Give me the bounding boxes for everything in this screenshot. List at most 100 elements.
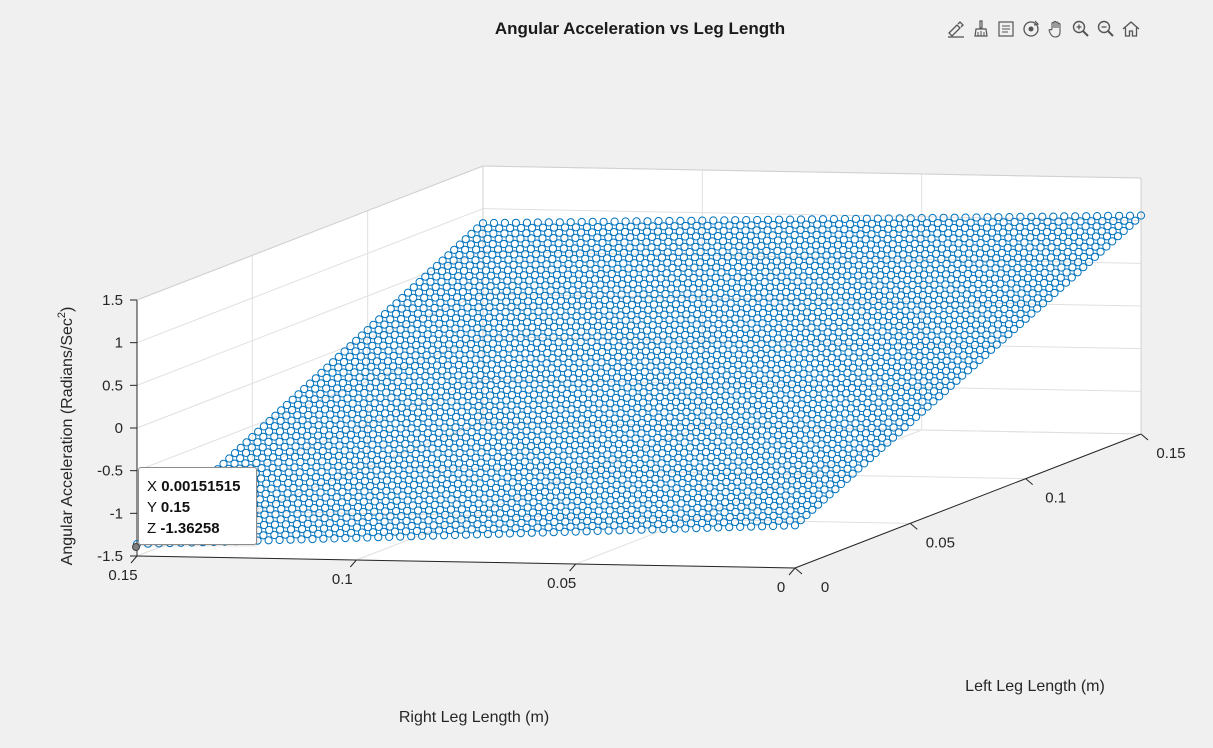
data-point — [690, 361, 699, 370]
data-point — [371, 378, 380, 387]
data-point — [785, 420, 794, 429]
data-point — [1056, 273, 1065, 282]
data-point — [323, 363, 332, 372]
scatter-points[interactable] — [132, 211, 1146, 549]
data-point — [674, 453, 683, 462]
data-point — [1113, 232, 1123, 241]
data-point — [775, 215, 784, 224]
data-point — [955, 315, 965, 324]
data-point — [407, 521, 416, 531]
data-point — [408, 314, 417, 323]
data-point — [643, 520, 652, 529]
zoom-in-button[interactable] — [1069, 17, 1092, 41]
data-point — [967, 305, 976, 314]
data-point — [419, 314, 428, 323]
data-point — [589, 394, 599, 403]
data-point — [391, 309, 400, 318]
data-point — [333, 472, 342, 481]
data-point — [637, 429, 646, 438]
data-point — [746, 231, 755, 240]
data-point — [401, 439, 410, 448]
data-point — [715, 407, 724, 416]
data-point — [682, 397, 692, 406]
data-point — [971, 330, 980, 339]
data-point — [992, 254, 1001, 263]
data-point — [808, 313, 817, 322]
data-point — [702, 437, 711, 447]
data-point — [919, 280, 928, 289]
data-point — [912, 412, 921, 421]
data-point — [485, 303, 494, 312]
data-point — [740, 452, 749, 461]
data-point — [304, 400, 313, 409]
data-point — [532, 239, 541, 248]
data-point — [271, 411, 280, 420]
data-point — [654, 315, 663, 325]
data-point — [825, 490, 834, 499]
data-point — [544, 415, 554, 425]
datatip-box[interactable]: X 0.00151515 Y 0.15 Z -1.36258 — [138, 467, 257, 545]
data-point — [848, 469, 857, 478]
zoom-out-button[interactable] — [1094, 17, 1117, 41]
brush-button[interactable] — [969, 17, 992, 41]
data-point — [911, 316, 921, 325]
data-point — [969, 274, 978, 284]
data-point — [679, 263, 688, 272]
data-point — [478, 219, 488, 228]
data-point — [705, 376, 715, 385]
data-point — [646, 253, 656, 262]
data-point — [611, 295, 620, 304]
data-point — [777, 262, 787, 271]
data-point — [694, 483, 703, 492]
data-point — [536, 462, 546, 471]
data-point — [1070, 232, 1079, 241]
data-point — [863, 302, 872, 311]
data-point — [378, 450, 387, 459]
data-point — [811, 349, 820, 358]
data-point — [460, 256, 469, 265]
data-point — [716, 483, 725, 492]
data-point — [355, 383, 364, 392]
data-point — [495, 422, 504, 431]
data-point — [570, 343, 580, 352]
data-point — [749, 385, 758, 395]
data-point — [658, 438, 667, 448]
data-point — [337, 498, 346, 507]
data-point — [688, 294, 697, 303]
data-point — [807, 430, 816, 439]
data-point — [417, 346, 426, 355]
data-point — [300, 384, 309, 394]
data-point — [791, 405, 801, 414]
data-point — [487, 458, 496, 467]
data-point — [525, 364, 535, 373]
data-point — [481, 376, 490, 385]
datatip-marker[interactable] — [132, 543, 140, 551]
data-point — [1015, 223, 1024, 232]
data-point — [639, 398, 648, 407]
data-point — [345, 451, 354, 460]
pan-button[interactable] — [1044, 17, 1067, 41]
data-point — [600, 306, 609, 315]
data-point — [736, 319, 745, 328]
data-point — [812, 230, 821, 239]
home-button[interactable] — [1119, 17, 1142, 41]
data-point — [509, 370, 518, 379]
data-point — [284, 478, 293, 488]
data-point — [395, 445, 404, 454]
data-point — [672, 279, 682, 288]
data-point — [561, 410, 570, 419]
data-tip-button[interactable] — [994, 17, 1017, 41]
rotate-3d-button[interactable] — [1019, 17, 1042, 41]
data-point — [744, 370, 753, 379]
data-point — [596, 378, 605, 388]
data-point — [1006, 289, 1015, 298]
data-point — [801, 339, 810, 348]
data-point — [894, 428, 903, 437]
data-point — [740, 345, 749, 354]
data-point — [1022, 294, 1031, 303]
data-point — [654, 413, 663, 422]
data-point — [944, 316, 954, 325]
data-point — [618, 368, 627, 377]
brush-edit-button[interactable] — [944, 17, 967, 41]
data-point — [828, 333, 838, 342]
